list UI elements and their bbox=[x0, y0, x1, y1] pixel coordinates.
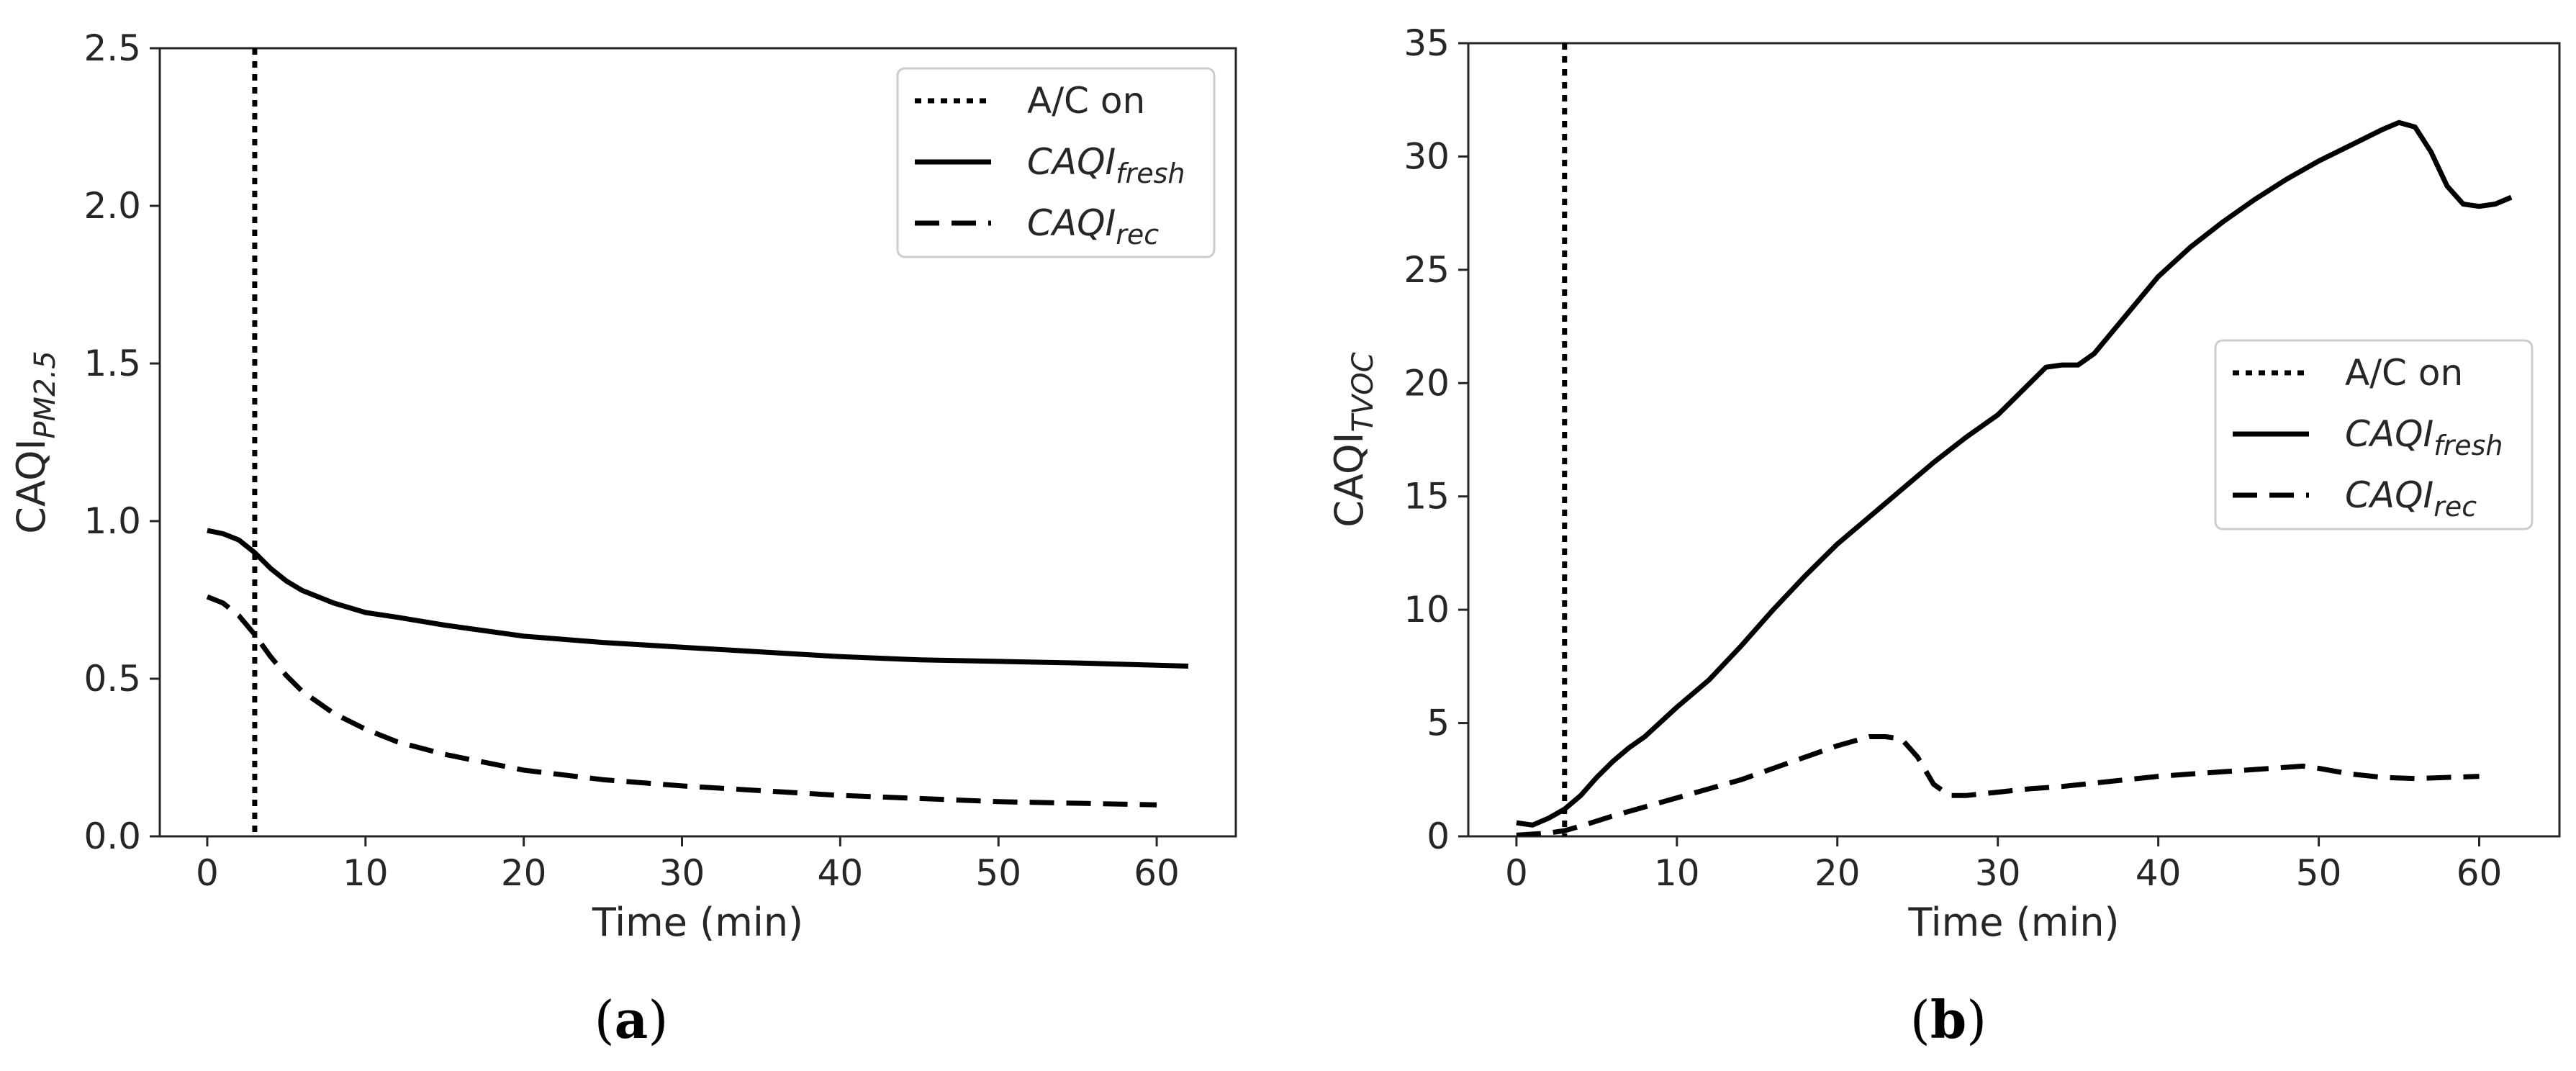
legend-label: CAQIrec bbox=[2345, 474, 2477, 523]
y-axis-label: CAQIPM2.5 bbox=[9, 351, 62, 533]
x-tick-label: 40 bbox=[818, 852, 864, 894]
x-tick-label: 40 bbox=[2136, 852, 2182, 894]
legend-box bbox=[2214, 339, 2534, 530]
x-axis-label: Time (min) bbox=[1907, 900, 2119, 945]
legend-label: A/C on bbox=[2345, 352, 2463, 394]
x-tick-label: 30 bbox=[1975, 852, 2021, 894]
series-line-caqi-rec bbox=[206, 594, 1157, 808]
x-tick-label: 50 bbox=[975, 852, 1021, 894]
plot-frame bbox=[1467, 42, 2561, 838]
y-axis-label: CAQITVOC bbox=[1327, 352, 1380, 527]
y-tick-label: 15 bbox=[1404, 476, 1450, 518]
series-line-caqi-fresh bbox=[207, 528, 1189, 669]
y-tick-label: 0 bbox=[1427, 815, 1450, 857]
y-tick-label: 5 bbox=[1427, 702, 1450, 744]
x-tick-label: 60 bbox=[1134, 852, 1180, 894]
legend: A/C on CAQIfresh CAQIrec bbox=[2214, 339, 2534, 530]
x-tick-label: 20 bbox=[501, 852, 547, 894]
y-tick-label: 2.5 bbox=[83, 27, 141, 69]
x-tick-label: 10 bbox=[1654, 852, 1700, 894]
y-tick-label: 35 bbox=[1404, 22, 1450, 64]
panel-caption: (a) bbox=[595, 989, 669, 1050]
x-tick-label: 0 bbox=[196, 852, 219, 894]
plot-frame bbox=[158, 47, 1237, 838]
legend-label: CAQIfresh bbox=[1027, 141, 1185, 189]
x-tick-label: 50 bbox=[2296, 852, 2342, 894]
series-line-caqi-rec bbox=[1516, 734, 2480, 836]
y-tick-label: 1.0 bbox=[83, 500, 141, 542]
x-tick-label: 10 bbox=[343, 852, 389, 894]
legend-label: A/C on bbox=[1027, 80, 1145, 122]
x-tick-label: 30 bbox=[659, 852, 705, 894]
legend: A/C on CAQIfresh CAQIrec bbox=[896, 67, 1216, 258]
legend-label: CAQIfresh bbox=[2345, 413, 2503, 461]
series-line-caqi-fresh bbox=[1516, 119, 2513, 828]
legend-label: CAQIrec bbox=[1027, 202, 1159, 250]
legend-box bbox=[896, 67, 1216, 258]
panel-caption: (b) bbox=[1910, 989, 1987, 1050]
y-tick-label: 30 bbox=[1404, 135, 1450, 177]
y-tick-label: 0.5 bbox=[83, 658, 141, 700]
x-tick-label: 60 bbox=[2457, 852, 2503, 894]
y-tick-label: 25 bbox=[1404, 249, 1450, 291]
y-tick-label: 2.0 bbox=[83, 185, 141, 227]
x-axis-label: Time (min) bbox=[592, 900, 803, 945]
panel-a: 0 10 20 30 40 50 60 0.0 0.5 1.0 1.5 2.0 2.5 Time (min… bbox=[9, 27, 1237, 1050]
y-tick-label: 1.5 bbox=[83, 343, 141, 384]
y-tick-label: 0.0 bbox=[83, 815, 141, 857]
y-tick-label: 20 bbox=[1404, 362, 1450, 404]
x-tick-label: 0 bbox=[1505, 852, 1528, 894]
panel-b: 0 10 20 30 40 50 60 0 5 10 15 20 25 30 35 Time (min) CAQ… bbox=[1327, 22, 2561, 1050]
y-tick-label: 10 bbox=[1404, 589, 1450, 631]
x-tick-label: 20 bbox=[1815, 852, 1861, 894]
